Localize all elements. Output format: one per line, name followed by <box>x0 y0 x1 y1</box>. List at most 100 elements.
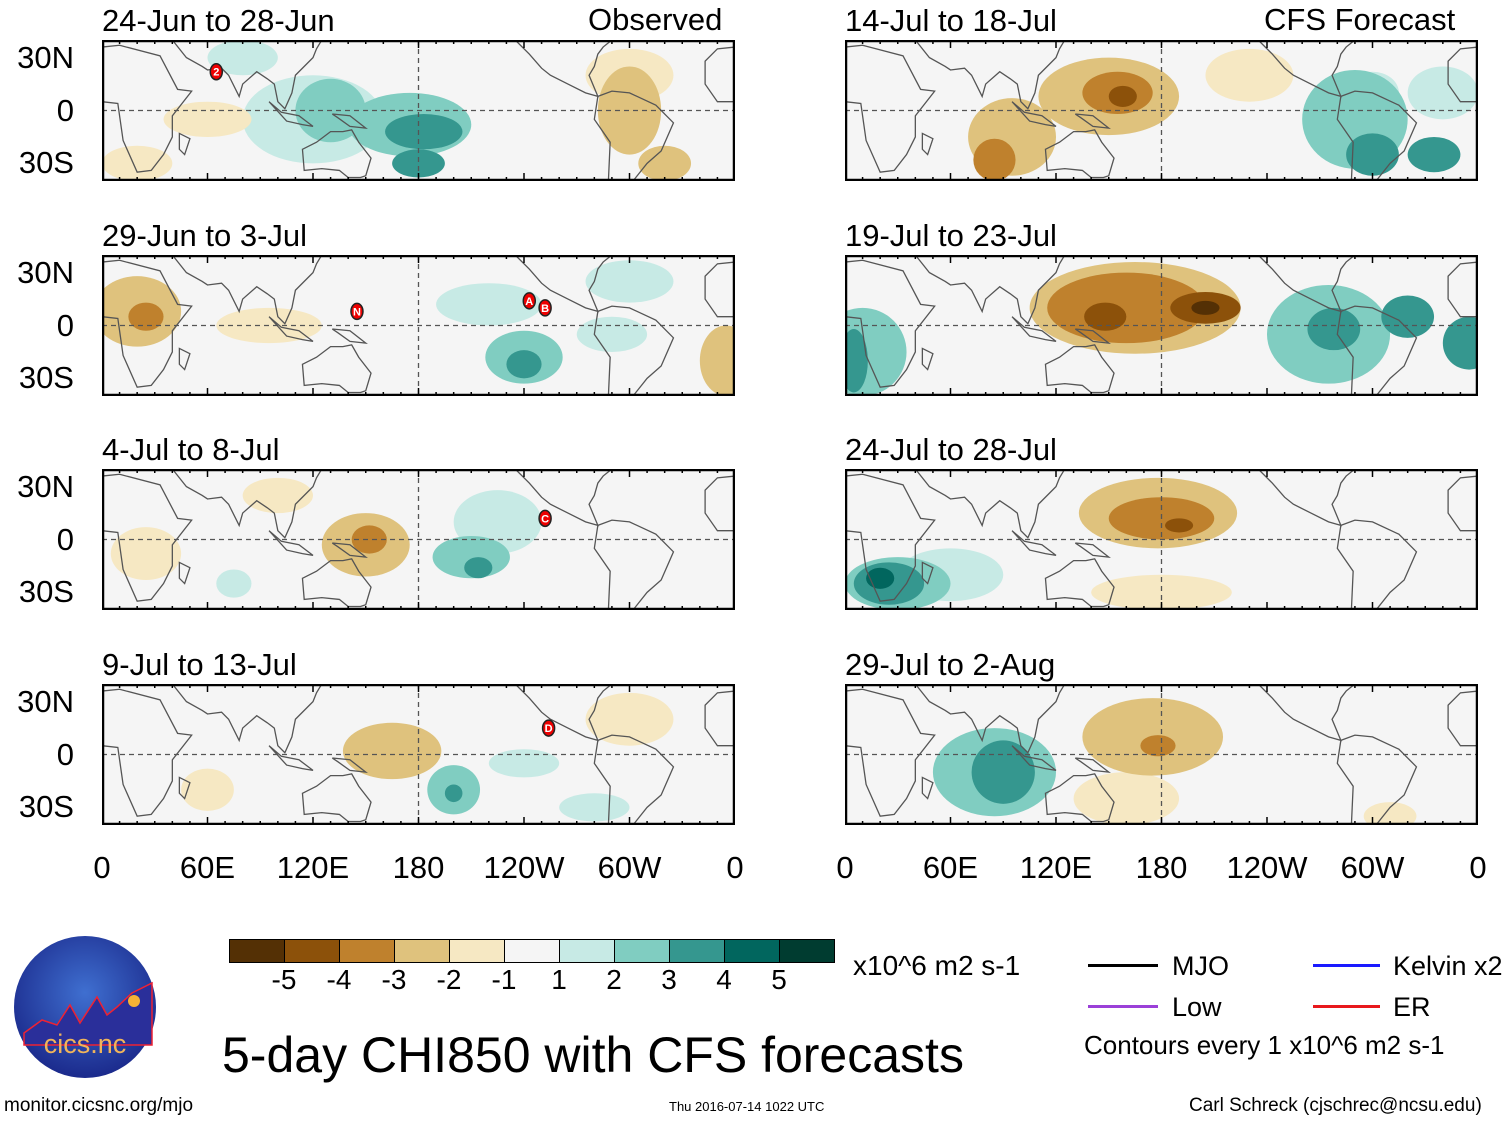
colorbar-tick-label: -4 <box>326 964 352 995</box>
lat-label: 30N <box>17 683 74 719</box>
lat-label: 30S <box>18 789 74 825</box>
map-panel: C <box>102 469 735 610</box>
anomaly-contour <box>110 527 182 581</box>
lon-label: 0 <box>836 850 854 885</box>
panel-title: 29-Jun to 3-Jul <box>102 218 308 253</box>
anomaly-contour <box>585 692 674 746</box>
coastline <box>171 40 323 110</box>
colorbar-tick-label: -1 <box>491 964 517 995</box>
colorbar-swatch <box>340 940 395 962</box>
anomaly-contour <box>971 740 1035 804</box>
anomaly-contour <box>1191 300 1220 315</box>
coastline <box>1044 129 1115 179</box>
coastline <box>102 259 193 388</box>
coastline <box>845 688 936 817</box>
colorbar-swatch <box>505 940 560 962</box>
svg-text:B: B <box>541 303 549 315</box>
coastline <box>921 776 934 800</box>
colorbar-swatch <box>725 940 780 962</box>
coastline <box>704 46 735 103</box>
legend-label-kelvin: Kelvin x2 <box>1393 951 1503 981</box>
anomaly-contour <box>1084 302 1127 331</box>
panel-title: 19-Jul to 23-Jul <box>845 218 1057 253</box>
svg-text:cics.nc: cics.nc <box>44 1029 127 1059</box>
colorbar-swatch <box>395 940 450 962</box>
anomaly-contour <box>597 66 662 155</box>
coastline <box>845 44 936 173</box>
coastline <box>914 684 1066 754</box>
anomaly-contour <box>576 316 648 352</box>
colorbar-swatch <box>670 940 725 962</box>
colorbar-tick-label: 2 <box>606 964 622 995</box>
anomaly-contour <box>444 784 463 803</box>
coastline <box>268 316 314 343</box>
coastline <box>1257 40 1356 98</box>
anomaly-contour <box>128 302 164 331</box>
anomaly-contour <box>242 477 313 514</box>
lat-label: 0 <box>56 521 74 557</box>
footer-url[interactable]: monitor.cicsnc.org/mjo <box>4 1095 194 1116</box>
forecast-label: CFS Forecast <box>1264 2 1456 37</box>
coastline <box>331 113 368 130</box>
coastline <box>514 684 613 742</box>
coastline <box>301 344 372 394</box>
coastline <box>1447 475 1478 532</box>
coastline <box>331 757 368 774</box>
coastline <box>1447 690 1478 747</box>
coastline <box>514 40 613 98</box>
coastline <box>1447 46 1478 103</box>
footer-author: Carl Schreck (cjschrec@ncsu.edu) <box>1189 1095 1482 1116</box>
colorbar-tick-label: 1 <box>551 964 567 995</box>
panel-title: 29-Jul to 2-Aug <box>845 647 1056 682</box>
anomaly-contour <box>1205 48 1294 102</box>
lon-label: 60W <box>1340 850 1405 885</box>
anomaly-contour <box>559 793 630 822</box>
coastline <box>914 40 1066 110</box>
anomaly-contour <box>585 260 674 303</box>
anomaly-contour <box>866 567 895 589</box>
colorbar-tick-label: 5 <box>771 964 787 995</box>
lat-label: 30N <box>17 254 74 290</box>
legend-line-mjo <box>1088 964 1158 967</box>
lon-label: 60E <box>922 850 979 885</box>
coastline <box>171 469 323 539</box>
panel-title: 4-Jul to 8-Jul <box>102 432 280 467</box>
coastline <box>914 255 1066 325</box>
coastline <box>171 255 323 325</box>
coastline <box>514 255 613 313</box>
lon-label: 180 <box>1135 850 1188 885</box>
coastline <box>593 90 675 181</box>
map-panel <box>845 40 1478 181</box>
anomaly-contour <box>1407 66 1478 120</box>
lon-label: 120W <box>1226 850 1308 885</box>
anomaly-contour <box>1108 85 1137 107</box>
coastline <box>921 561 934 585</box>
anomaly-contour <box>207 40 278 76</box>
anomaly-contour <box>1346 133 1399 176</box>
coastline <box>1447 261 1478 318</box>
coastline <box>1011 745 1057 772</box>
coastline <box>514 469 613 527</box>
panel-title: 24-Jun to 28-Jun <box>102 3 335 38</box>
map-panel: D <box>102 684 735 825</box>
colorbar-swatch <box>230 940 285 962</box>
lat-label: 0 <box>56 736 74 772</box>
lat-label: 30N <box>17 39 74 75</box>
lat-label: 0 <box>56 92 74 128</box>
coastline <box>1336 90 1418 181</box>
storm-marker: B <box>538 299 552 317</box>
coastline <box>845 473 936 602</box>
lat-label: 30S <box>18 145 74 181</box>
svg-text:C: C <box>541 513 549 525</box>
anomaly-contour <box>1047 272 1206 344</box>
coastline <box>331 542 368 559</box>
colorbar-swatch <box>780 940 834 962</box>
coastline <box>845 259 936 388</box>
colorbar-tick-label: -3 <box>381 964 407 995</box>
anomaly-contour <box>181 768 234 811</box>
svg-text:D: D <box>545 723 553 735</box>
panel-title: 14-Jul to 18-Jul <box>845 3 1057 38</box>
coastline <box>1074 113 1111 130</box>
coastline <box>593 734 675 825</box>
